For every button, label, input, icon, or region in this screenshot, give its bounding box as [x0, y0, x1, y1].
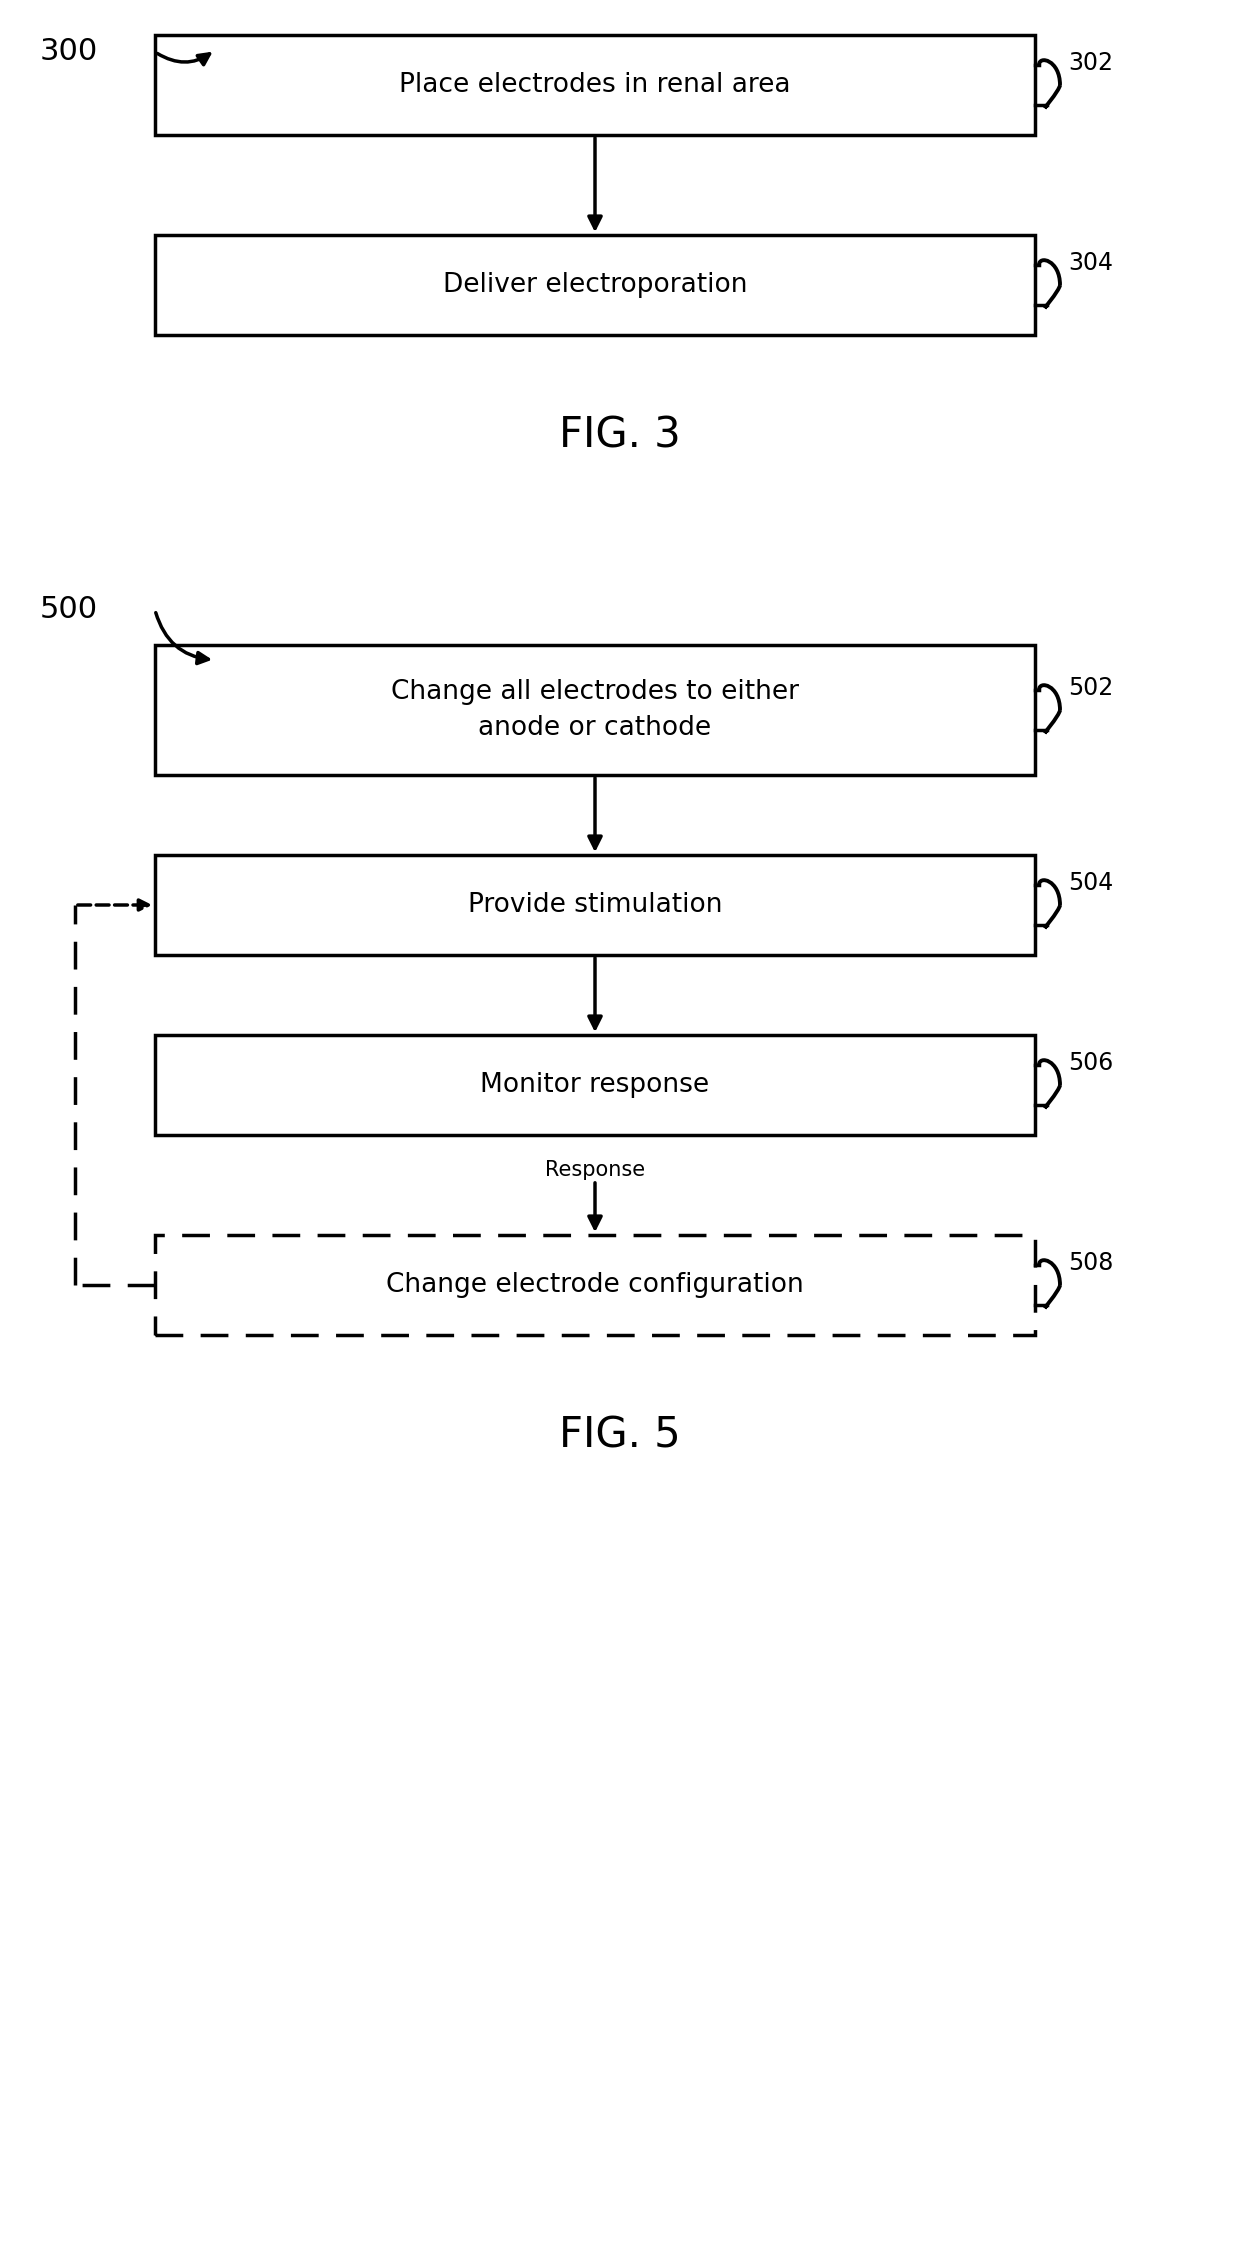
Text: 506: 506 [1068, 1052, 1114, 1074]
Text: 502: 502 [1068, 676, 1114, 699]
Text: Change electrode configuration: Change electrode configuration [386, 1271, 804, 1298]
Text: Change all electrodes to either
anode or cathode: Change all electrodes to either anode or… [391, 679, 799, 742]
Text: 504: 504 [1068, 871, 1114, 896]
Bar [155, 1235, 1035, 1335]
Bar [155, 34, 1035, 136]
Text: Monitor response: Monitor response [480, 1072, 709, 1097]
Text: 304: 304 [1068, 251, 1114, 276]
Text: 508: 508 [1068, 1251, 1114, 1276]
Text: 302: 302 [1068, 52, 1114, 75]
Bar [155, 1036, 1035, 1136]
Text: 300: 300 [40, 38, 98, 66]
Text: 500: 500 [40, 595, 98, 624]
Text: Place electrodes in renal area: Place electrodes in renal area [399, 72, 791, 97]
Text: Deliver electroporation: Deliver electroporation [443, 271, 748, 299]
Text: Provide stimulation: Provide stimulation [467, 891, 722, 918]
Bar [155, 235, 1035, 335]
Text: Response: Response [544, 1160, 645, 1181]
Bar [155, 645, 1035, 776]
Bar [155, 855, 1035, 955]
Text: FIG. 3: FIG. 3 [559, 414, 681, 457]
Text: FIG. 5: FIG. 5 [559, 1414, 681, 1457]
